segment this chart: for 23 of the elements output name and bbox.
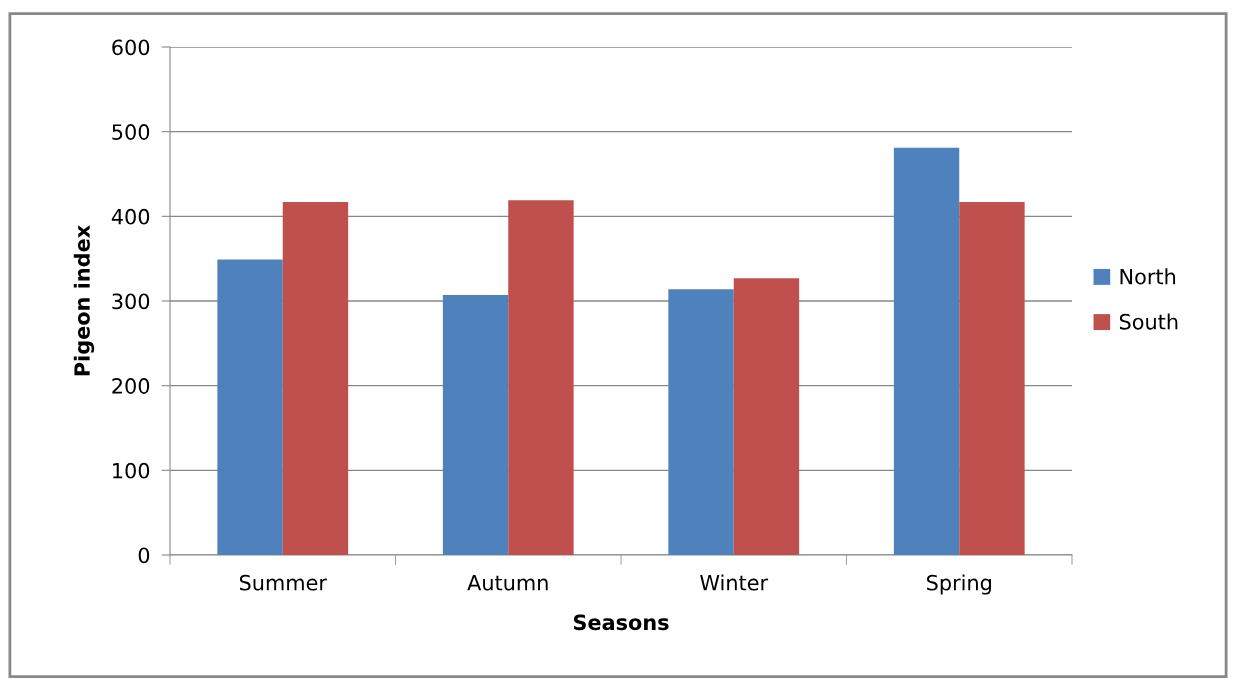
bar bbox=[668, 289, 734, 555]
y-tick-label: 600 bbox=[112, 39, 150, 56]
y-tick-label: 200 bbox=[112, 378, 150, 394]
bar bbox=[442, 295, 509, 555]
y-tick-label: 400 bbox=[111, 208, 150, 225]
bar bbox=[893, 147, 960, 555]
y-tick-label: 300 bbox=[112, 293, 150, 310]
bar bbox=[959, 201, 1025, 555]
x-tick-label: Winter bbox=[700, 574, 769, 591]
bar bbox=[733, 278, 800, 555]
x-axis-title: Seasons bbox=[573, 614, 669, 631]
x-tick-label: Autumn bbox=[467, 575, 548, 591]
bar bbox=[508, 200, 574, 555]
y-tick-label: 0 bbox=[138, 547, 150, 564]
y-tick-label: 500 bbox=[112, 124, 150, 140]
y-tick-label: 100 bbox=[113, 462, 150, 479]
x-tick-label: Summer bbox=[239, 574, 327, 591]
legend-label: North bbox=[1120, 268, 1176, 285]
bar bbox=[282, 201, 349, 555]
bar bbox=[217, 259, 283, 555]
y-axis-title: Pigeon index bbox=[73, 225, 95, 376]
x-tick-label: Spring bbox=[927, 574, 991, 595]
legend-label: South bbox=[1119, 313, 1178, 330]
